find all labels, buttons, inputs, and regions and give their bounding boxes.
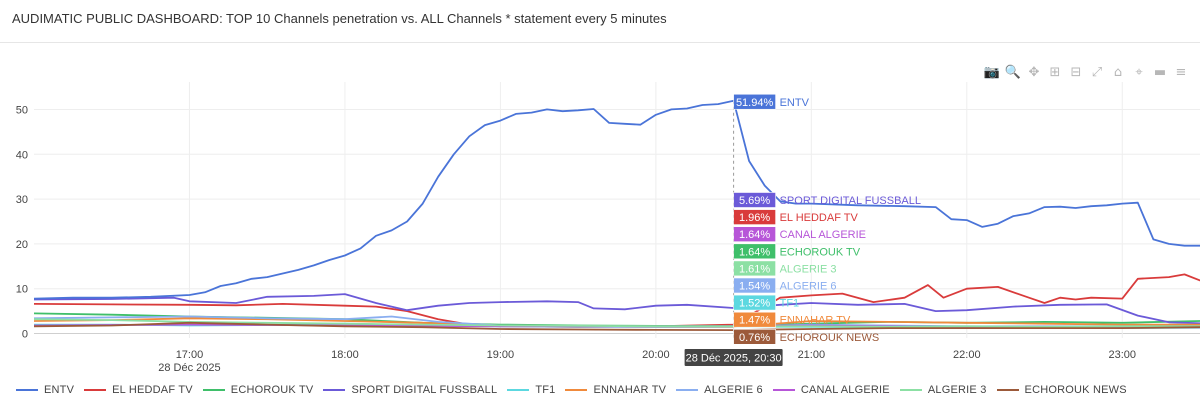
- legend-label: ECHOROUK NEWS: [1024, 384, 1127, 396]
- legend-swatch: [996, 389, 1019, 391]
- x-date-label: 28 Déc 2025: [158, 362, 220, 374]
- hover-value-box: [733, 192, 776, 208]
- zoom-out-icon[interactable]: ⊟: [1070, 64, 1082, 80]
- y-tick-label: 0: [22, 329, 28, 341]
- hover-x-label: 28 Déc 2025, 20:30: [686, 353, 782, 365]
- legend-item-entv[interactable]: ENTV: [16, 384, 74, 396]
- legend-swatch: [772, 389, 795, 391]
- y-tick-label: 20: [16, 239, 28, 251]
- hover-series-name: ENNAHAR TV: [780, 315, 851, 327]
- dashboard-header: AUDIMATIC PUBLIC DASHBOARD: TOP 10 Chann…: [0, 0, 1200, 43]
- hover-x-label-box: [684, 349, 783, 366]
- legend-label: ECHOROUK TV: [230, 384, 314, 396]
- hover-series-name: ENTV: [780, 97, 810, 109]
- x-tick-label: 20:00: [642, 349, 670, 361]
- zoom-in-icon[interactable]: ⊞: [1049, 64, 1061, 80]
- hover-series-name: ECHOROUK NEWS: [780, 332, 880, 344]
- x-tick-label: 17:00: [176, 349, 204, 361]
- hover-closest-icon[interactable]: ▬: [1153, 64, 1167, 80]
- hover-value-box: [733, 226, 776, 242]
- legend-label: EL HEDDAF TV: [112, 384, 193, 396]
- x-tick-label: 23:00: [1109, 349, 1137, 361]
- page-title: AUDIMATIC PUBLIC DASHBOARD: TOP 10 Chann…: [12, 11, 667, 26]
- zoom-icon[interactable]: 🔍: [1004, 64, 1022, 80]
- legend-swatch: [323, 389, 346, 391]
- hover-series-name: CANAL ALGERIE: [780, 229, 866, 241]
- legend-item-algerie-6[interactable]: ALGERIE 6: [676, 384, 763, 396]
- hover-value-box: [733, 311, 776, 328]
- hover-value-box: [733, 209, 776, 225]
- hover-value-label: 1.64%: [739, 246, 770, 258]
- legend-item-canal-algerie[interactable]: CANAL ALGERIE: [772, 384, 890, 396]
- legend-item-sport-digital-fussball[interactable]: SPORT DIGITAL FUSSBALL: [323, 384, 497, 396]
- series-line-entv[interactable]: [34, 99, 1200, 300]
- series-line-sport-digital-fussball[interactable]: [34, 293, 1200, 325]
- hover-series-name: TF1: [780, 298, 800, 310]
- home-icon[interactable]: ⌂: [1113, 64, 1123, 80]
- legend-label: SPORT DIGITAL FUSSBALL: [351, 384, 498, 396]
- legend-swatch: [899, 389, 922, 391]
- hover-value-box: [733, 93, 776, 110]
- legend-label: TF1: [535, 384, 556, 396]
- legend-swatch: [565, 389, 588, 391]
- hover-series-name: ALGERIE 6: [780, 281, 837, 293]
- hover-value-label: 51.94%: [736, 97, 774, 109]
- hover-value-label: 5.69%: [739, 195, 770, 207]
- y-tick-label: 10: [16, 284, 28, 296]
- hover-series-name: EL HEDDAF TV: [780, 212, 859, 224]
- autoscale-icon[interactable]: ⤢: [1091, 64, 1103, 80]
- spike-lines-icon[interactable]: ⌖: [1135, 64, 1143, 80]
- x-tick-label: 21:00: [798, 349, 826, 361]
- legend-swatch: [16, 389, 38, 391]
- hover-value-label: 1.64%: [739, 229, 770, 241]
- pan-icon[interactable]: ✥: [1028, 64, 1040, 80]
- legend-item-el-heddaf-tv[interactable]: EL HEDDAF TV: [84, 384, 193, 396]
- camera-icon[interactable]: 📷: [983, 64, 1001, 80]
- x-tick-label: 18:00: [331, 349, 359, 361]
- y-tick-label: 30: [16, 194, 28, 206]
- chart-legend: ENTV EL HEDDAF TV ECHOROUK TV SPORT DIGITAL…: [16, 381, 1137, 399]
- legend-swatch: [507, 389, 530, 391]
- series-line-echorouk-news[interactable]: [34, 321, 1200, 331]
- hover-value-label: 1.52%: [739, 298, 770, 310]
- plot-toolbar: 📷 🔍 ✥ ⊞ ⊟ ⤢ ⌂ ⌖ ▬ ≡: [984, 64, 1189, 82]
- hover-value-label: 1.96%: [739, 212, 770, 224]
- hover-value-label: 1.61%: [739, 263, 770, 275]
- hover-series-name: ECHOROUK TV: [780, 246, 861, 258]
- legend-swatch: [676, 389, 699, 391]
- legend-item-ennahar-tv[interactable]: ENNAHAR TV: [565, 384, 666, 396]
- x-tick-label: 22:00: [953, 349, 981, 361]
- hover-compare-icon[interactable]: ≡: [1175, 64, 1187, 80]
- legend-item-algerie-3[interactable]: ALGERIE 3: [899, 384, 987, 396]
- series-line-el-heddaf-tv[interactable]: [34, 273, 1200, 328]
- hover-value-box: [733, 260, 776, 277]
- legend-swatch: [84, 389, 107, 391]
- hover-series-name: SPORT DIGITAL FUSSBALL: [780, 195, 921, 207]
- legend-item-echorouk-tv[interactable]: ECHOROUK TV: [202, 384, 314, 396]
- hover-value-label: 1.54%: [739, 281, 770, 293]
- legend-label: ENNAHAR TV: [593, 384, 667, 396]
- x-tick-label: 19:00: [487, 349, 515, 361]
- legend-swatch: [202, 389, 225, 391]
- series-line-algerie-3[interactable]: [34, 318, 1200, 328]
- hover-value-label: 1.47%: [739, 315, 770, 327]
- hover-value-label: 0.76%: [739, 332, 770, 344]
- hover-value-box: [733, 294, 776, 311]
- legend-label: ENTV: [44, 384, 75, 396]
- y-tick-label: 40: [16, 149, 28, 161]
- legend-item-echorouk-news[interactable]: ECHOROUK NEWS: [996, 384, 1127, 396]
- y-tick-label: 50: [16, 104, 28, 116]
- legend-item-tf1[interactable]: TF1: [507, 384, 555, 396]
- hover-value-box: [733, 243, 776, 260]
- hover-value-box: [733, 328, 776, 345]
- hover-value-box: [733, 277, 776, 294]
- legend-label: ALGERIE 6: [704, 384, 763, 396]
- legend-label: CANAL ALGERIE: [800, 384, 890, 396]
- hover-series-name: ALGERIE 3: [780, 263, 837, 275]
- legend-label: ALGERIE 3: [927, 384, 987, 396]
